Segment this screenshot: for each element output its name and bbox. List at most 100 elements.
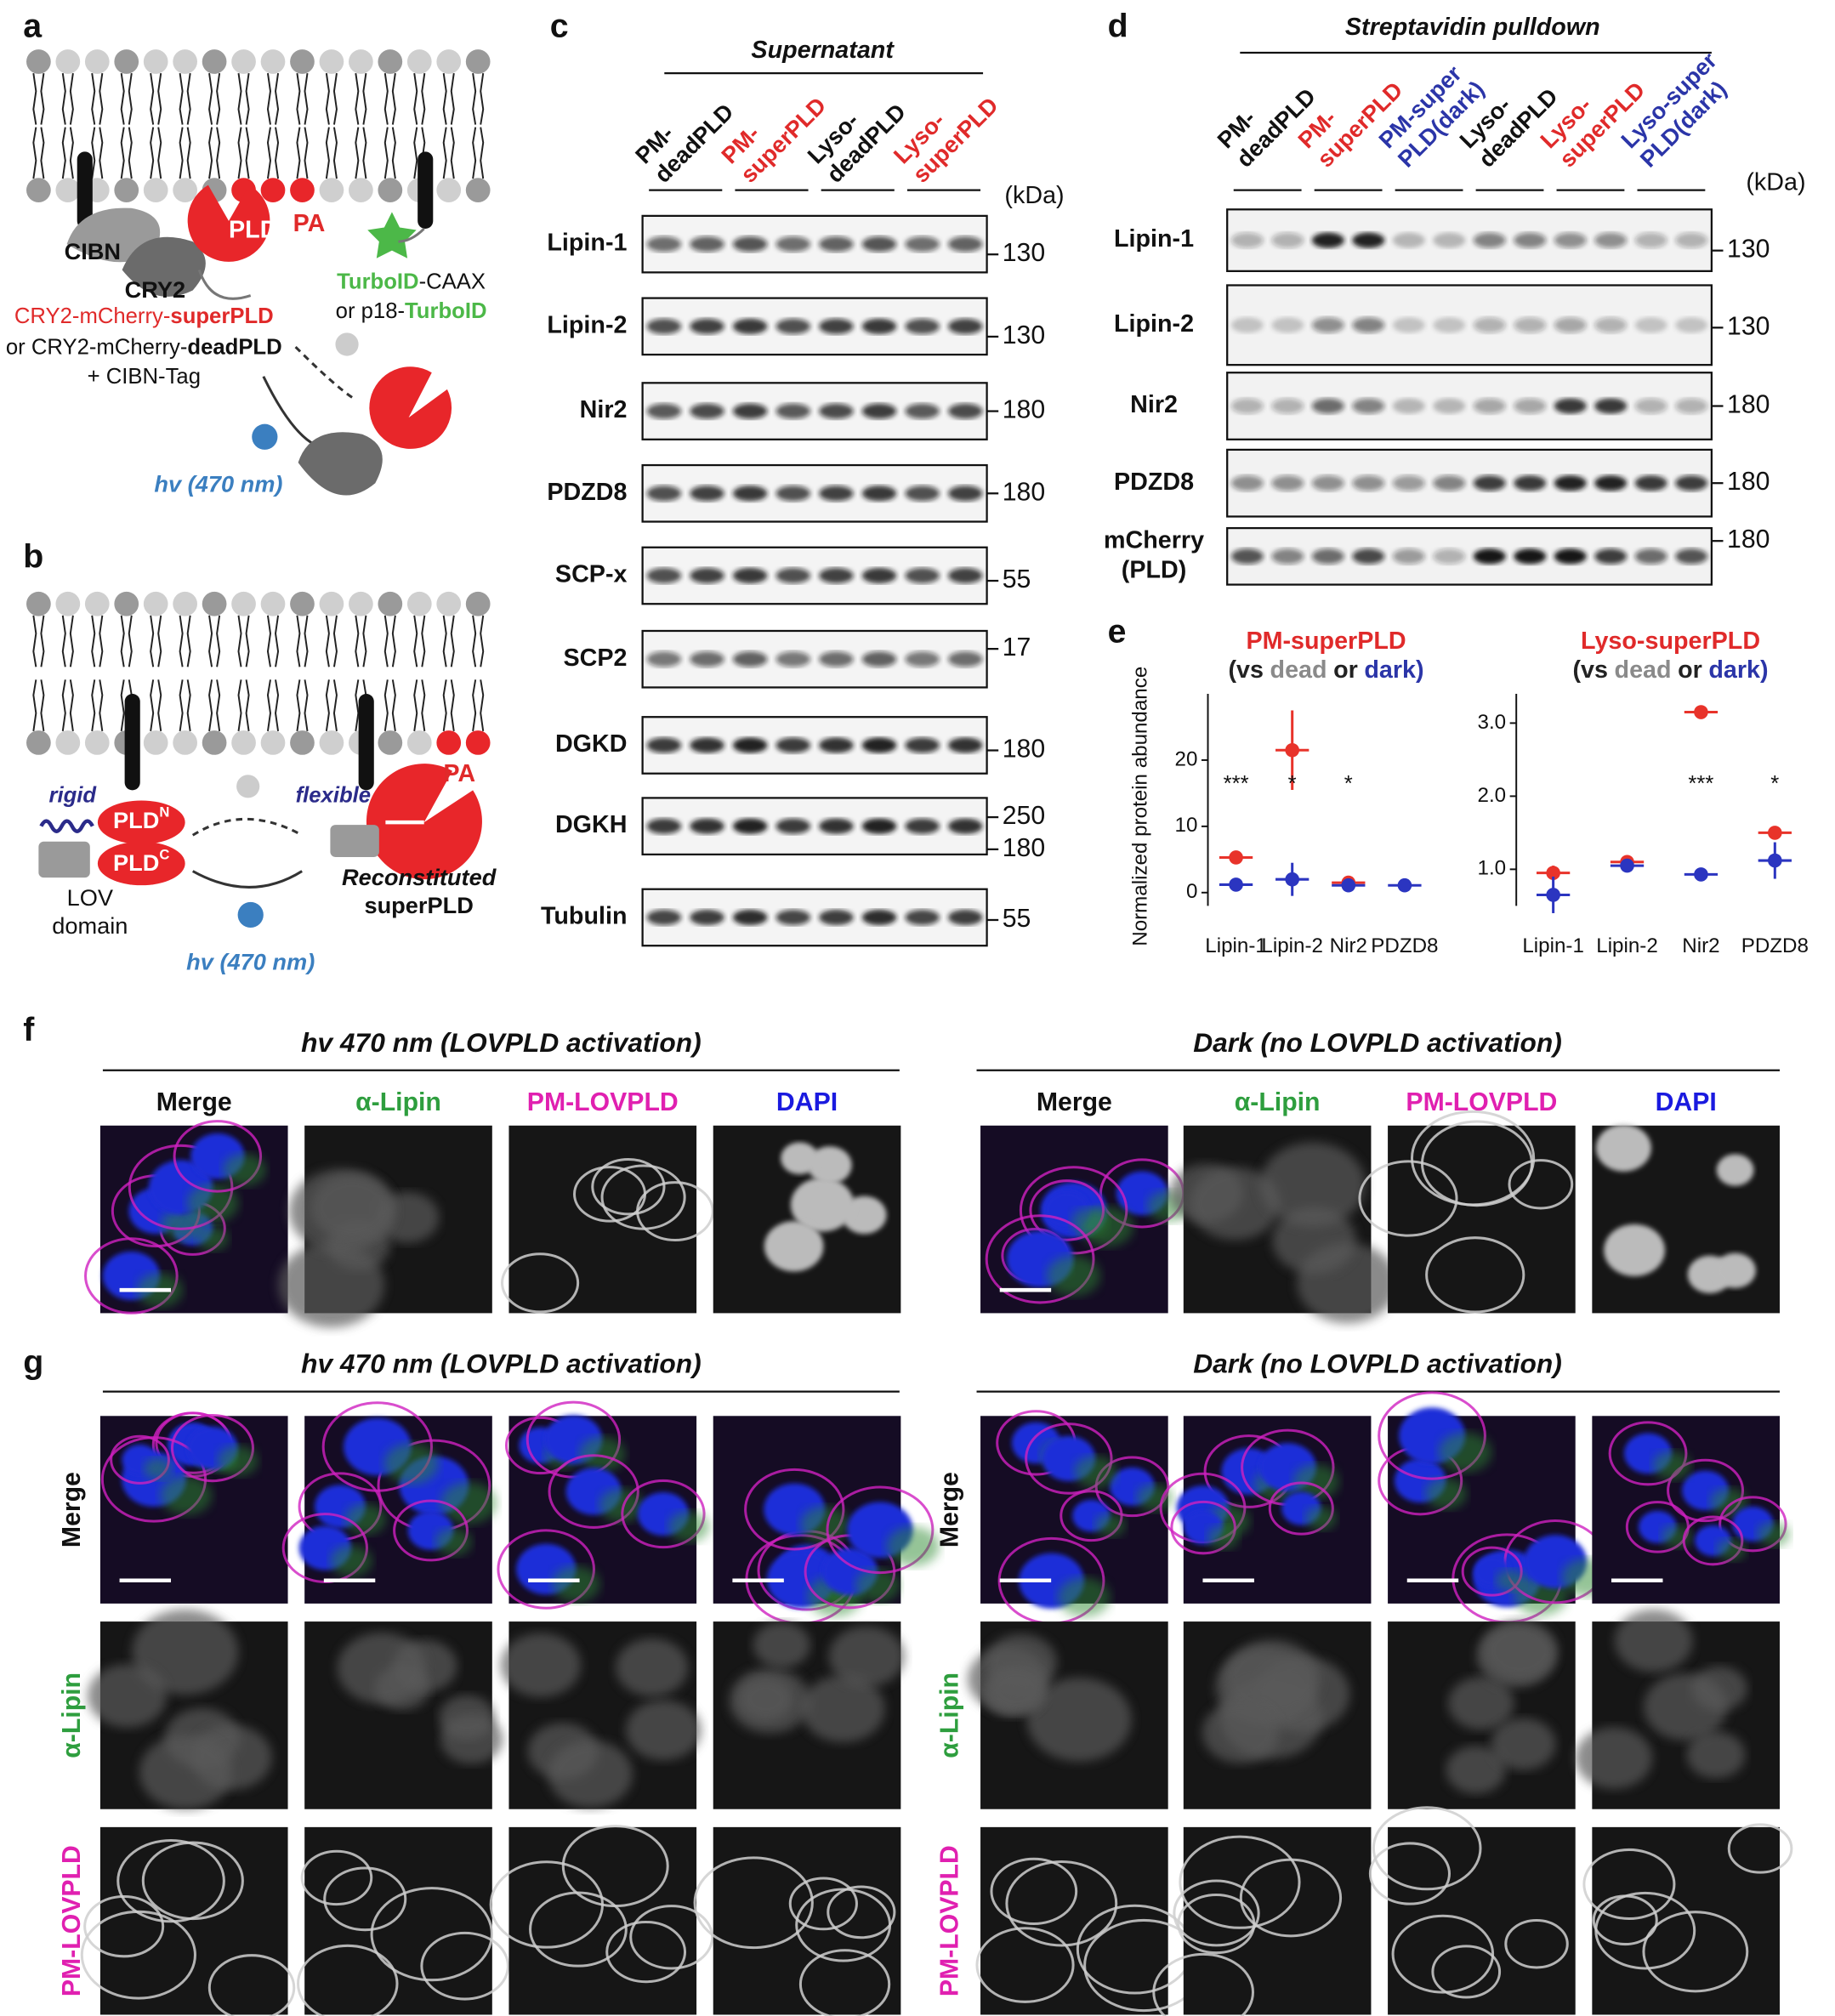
lipid-head [349, 178, 373, 203]
lipid-tail [120, 615, 133, 667]
band [1433, 232, 1466, 248]
band [646, 236, 682, 253]
membrane [501, 1252, 580, 1314]
signal [1259, 1142, 1366, 1227]
band [948, 236, 983, 253]
lane-label: PM-deadPLD [630, 79, 739, 188]
membrane [788, 1877, 858, 1931]
membrane [1592, 1894, 1658, 1946]
cytoplasm [579, 1436, 626, 1472]
band [775, 737, 811, 753]
mean-dot [1768, 853, 1782, 868]
band [1634, 232, 1667, 248]
band [1392, 398, 1425, 414]
cytoplasm [1136, 1484, 1173, 1512]
lipid-head [26, 591, 51, 616]
channel-label: PM-LOVPLD [527, 1088, 679, 1116]
lipid-tail [472, 72, 485, 125]
membrane [1508, 1159, 1574, 1210]
band [1473, 475, 1506, 491]
lipid-head [378, 178, 403, 203]
band [905, 567, 940, 584]
lipid-head [114, 49, 139, 74]
lipid-head [114, 591, 139, 616]
lipid-tail [355, 127, 367, 179]
text: N [159, 804, 169, 821]
signal [753, 1621, 811, 1668]
lipid-head [202, 49, 227, 74]
text: PLD [113, 849, 159, 876]
y-tick-label: 20 [1175, 747, 1198, 770]
mean-dot [1694, 867, 1708, 882]
band [905, 909, 940, 926]
lipid-head [143, 730, 168, 755]
cytoplasm [855, 1569, 900, 1603]
cell [1019, 1166, 1128, 1255]
band [1230, 232, 1264, 248]
turboid-star [367, 212, 417, 258]
lipid-head [290, 730, 315, 755]
signal [337, 1632, 427, 1705]
band [905, 486, 940, 502]
band [732, 818, 768, 834]
unit: (kDa) [1004, 182, 1064, 209]
lipid-head [319, 49, 344, 74]
band [861, 486, 897, 502]
bulb-icon [335, 332, 359, 356]
label: rigid [48, 784, 97, 808]
lipid-tail [472, 615, 485, 667]
lipid-tail [237, 679, 250, 731]
blot-background [1226, 526, 1713, 586]
text: CRY2-mCherry- [14, 304, 171, 328]
band [1392, 548, 1425, 565]
signal [828, 1626, 905, 1687]
lipid-tail [32, 127, 45, 179]
band [1554, 548, 1587, 565]
label: Reconstituted [342, 864, 497, 890]
lipid-tail [296, 127, 309, 179]
cytoplasm [886, 1526, 940, 1566]
channel-label: Merge [156, 1088, 232, 1116]
band [690, 403, 724, 419]
marker-label: 55 [1003, 905, 1031, 933]
panel-letter: g [23, 1343, 43, 1381]
membrane [420, 1931, 509, 2001]
lipid-tail [237, 615, 250, 667]
row-label: Merge [935, 1472, 963, 1547]
nucleus [1716, 1154, 1754, 1186]
chart-subtitle: (vs dead or dark) [1229, 656, 1424, 683]
band [861, 737, 897, 753]
band [819, 486, 854, 502]
lipid-head [378, 49, 403, 74]
signal [132, 1609, 239, 1695]
lipid-head [55, 178, 81, 203]
cell [170, 1413, 254, 1483]
lipid-tail [61, 72, 74, 125]
cell [1682, 1515, 1744, 1566]
lipid-head [173, 730, 197, 755]
text: or CRY2-mCherry- [6, 335, 188, 359]
lipid-tail [150, 615, 162, 667]
signal [615, 1638, 689, 1697]
chart-title: PM-superPLD [1246, 628, 1406, 655]
panel-letter: f [23, 1011, 35, 1048]
text: deadPLD [187, 335, 281, 359]
text: or [1333, 656, 1358, 683]
micrograph [99, 1826, 288, 2015]
mean-dot [1229, 877, 1243, 892]
text: PLD [113, 807, 159, 833]
cytoplasm [1757, 1521, 1790, 1547]
cytoplasm [161, 1207, 205, 1241]
y-tick-label: 3.0 [1478, 711, 1507, 734]
blot-name: PDZD8 [1114, 469, 1194, 496]
cytoplasm [1207, 1525, 1239, 1550]
text: TurboID [337, 270, 418, 293]
cytoplasm [1058, 1577, 1111, 1617]
membrane-drawings [26, 49, 491, 755]
band [775, 318, 811, 334]
band [732, 403, 768, 419]
lipid-head [202, 730, 227, 755]
lipid-head [319, 730, 344, 755]
mean-dot [1285, 742, 1300, 758]
